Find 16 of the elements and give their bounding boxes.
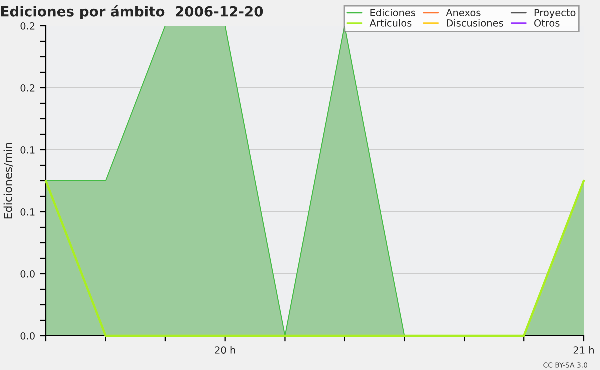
legend-label: Artículos (370, 18, 412, 27)
y-tick-label: 0.1 (20, 146, 35, 154)
legend-label: Ediciones (370, 8, 416, 17)
x-tick-label: 20 h (215, 346, 236, 354)
legend-label: Proyecto (534, 9, 576, 18)
x-tick-label: 21 h (574, 346, 594, 354)
y-tick-label: 0.0 (20, 270, 35, 278)
legend-label: Discusiones (447, 19, 504, 27)
y-tick-label: 0.0 (20, 332, 35, 340)
y-tick-label: 0.1 (20, 208, 35, 216)
legend-label: Otros (534, 20, 560, 27)
chart-title: Ediciones por ámbito 2006-12-20 (2, 6, 264, 20)
legend-label: Anexos (446, 9, 481, 17)
y-axis-title: Ediciones/min (4, 143, 14, 219)
y-tick-label: 0.2 (20, 84, 35, 92)
y-tick-label: 0.2 (20, 22, 35, 30)
